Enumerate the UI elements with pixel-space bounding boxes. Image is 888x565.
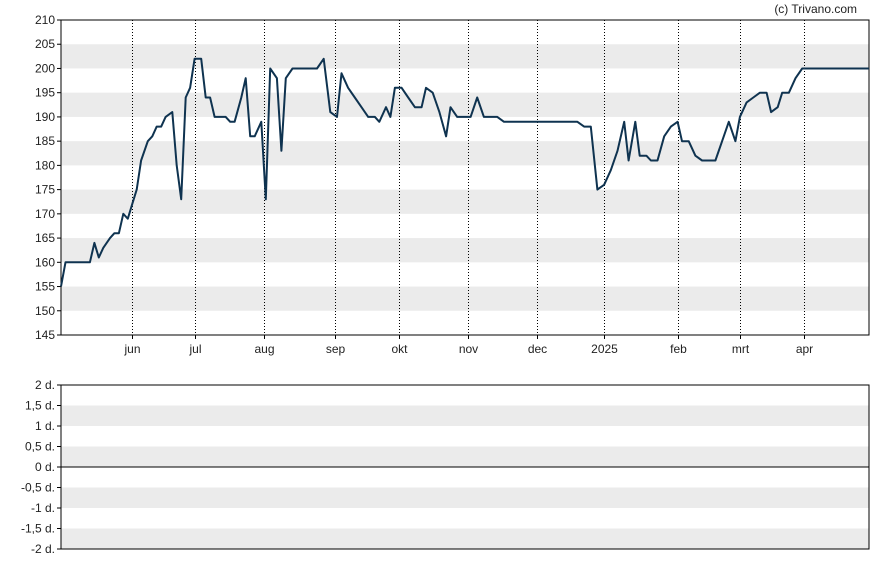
price-y-tick-label: 185 — [35, 134, 55, 148]
volume-y-tick-label: -2 d. — [31, 542, 55, 556]
volume-chart-bands — [61, 405, 869, 549]
price-y-tick-label: 205 — [35, 37, 55, 51]
price-chart-band — [61, 286, 869, 311]
price-chart-frame — [60, 19, 870, 336]
volume-chart-band — [61, 405, 869, 426]
price-chart-y-axis: 210 205 200 195 190 185 180 175 170 165 160 155 150 1… — [35, 13, 61, 342]
price-x-tick-label: aug — [254, 342, 274, 356]
price-x-tick-label: apr — [796, 342, 813, 356]
price-chart: 210 205 200 195 190 185 180 175 170 165 160 155 150 1… — [35, 13, 870, 356]
price-x-tick-label: mrt — [732, 342, 750, 356]
volume-y-tick-label: 1,5 d. — [25, 399, 55, 413]
volume-y-tick-label: 0,5 d. — [25, 440, 55, 454]
volume-chart-band — [61, 528, 869, 549]
price-x-tick-label: jun — [123, 342, 140, 356]
volume-chart-y-axis: 2 d. 1,5 d. 1 d. 0,5 d. 0 d. -0,5 d. -1 d. -1,5… — [21, 378, 61, 556]
price-y-tick-label: 190 — [35, 110, 55, 124]
price-x-tick-label: feb — [670, 342, 687, 356]
volume-y-tick-label: -1 d. — [31, 501, 55, 515]
price-y-tick-label: 165 — [35, 231, 55, 245]
price-chart-x-axis: jun jul aug sep okt nov dec 2025 feb mrt apr — [123, 335, 813, 356]
volume-y-tick-label: 2 d. — [35, 378, 55, 392]
price-y-tick-label: 200 — [35, 61, 55, 75]
price-y-tick-label: 210 — [35, 13, 55, 27]
price-y-tick-label: 155 — [35, 280, 55, 294]
price-y-tick-label: 160 — [35, 255, 55, 269]
price-y-tick-label: 145 — [35, 328, 55, 342]
price-y-tick-label: 170 — [35, 207, 55, 221]
price-x-tick-label: 2025 — [591, 342, 618, 356]
price-x-tick-label: okt — [391, 342, 408, 356]
price-chart-band — [61, 92, 869, 117]
price-y-tick-label: 150 — [35, 304, 55, 318]
price-chart-bands — [61, 44, 869, 311]
volume-chart: 2 d. 1,5 d. 1 d. 0,5 d. 0 d. -0,5 d. -1 d. -1,5… — [21, 378, 870, 556]
price-chart-band — [61, 238, 869, 263]
volume-y-tick-label: -0,5 d. — [21, 481, 55, 495]
volume-y-tick-label: 0 d. — [35, 460, 55, 474]
volume-chart-band — [61, 487, 869, 508]
price-chart-band — [61, 44, 869, 69]
price-x-tick-label: sep — [326, 342, 346, 356]
volume-y-tick-label: 1 d. — [35, 419, 55, 433]
price-x-tick-label: nov — [459, 342, 478, 356]
price-line — [60, 57, 869, 287]
price-y-tick-label: 195 — [35, 86, 55, 100]
credit-text: (c) Trivano.com — [774, 2, 857, 16]
price-x-tick-label: jul — [188, 342, 201, 356]
price-y-tick-label: 175 — [35, 183, 55, 197]
volume-y-tick-label: -1,5 d. — [21, 522, 55, 536]
price-y-tick-label: 180 — [35, 158, 55, 172]
price-x-tick-label: dec — [528, 342, 547, 356]
volume-chart-band — [61, 446, 869, 467]
